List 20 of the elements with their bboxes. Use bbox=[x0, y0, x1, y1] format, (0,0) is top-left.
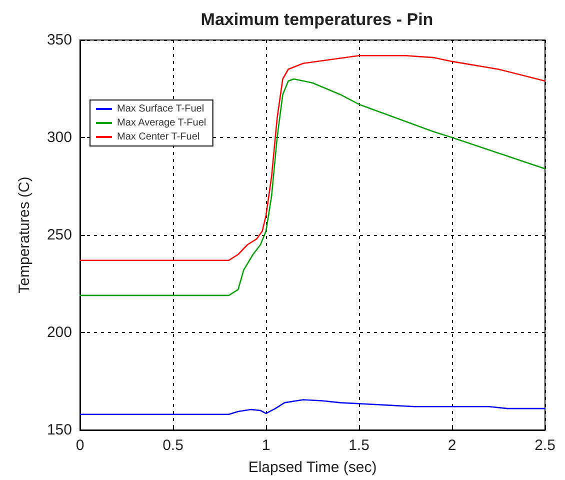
line-series bbox=[79, 399, 546, 416]
line-series bbox=[79, 54, 546, 261]
y-axis-title: Temperatures (C) bbox=[16, 176, 33, 294]
y-tick-label: 200 bbox=[46, 324, 72, 341]
y-tick-label: 300 bbox=[46, 129, 72, 146]
x-tick-label: 2.5 bbox=[534, 437, 556, 454]
x-tick-label: 2 bbox=[448, 437, 456, 454]
legend-label: Max Surface T-Fuel bbox=[117, 104, 204, 114]
y-tick-label: 150 bbox=[46, 422, 72, 438]
chart-title: Maximum temperatures - Pin bbox=[200, 10, 434, 29]
x-tick-label: 1.5 bbox=[348, 437, 370, 454]
y-tick-label: 350 bbox=[46, 32, 72, 48]
line-series bbox=[79, 78, 546, 296]
x-axis-title: Elapsed Time (sec) bbox=[248, 459, 377, 476]
x-tick-label: 1 bbox=[262, 437, 270, 454]
x-tick-label: 0.5 bbox=[162, 437, 184, 454]
y-tick-label: 250 bbox=[46, 226, 72, 244]
x-tick-label: 0 bbox=[76, 437, 84, 454]
legend-label: Max Average T-Fuel bbox=[117, 118, 206, 128]
legend-label: Max Center T-Fuel bbox=[117, 132, 200, 142]
